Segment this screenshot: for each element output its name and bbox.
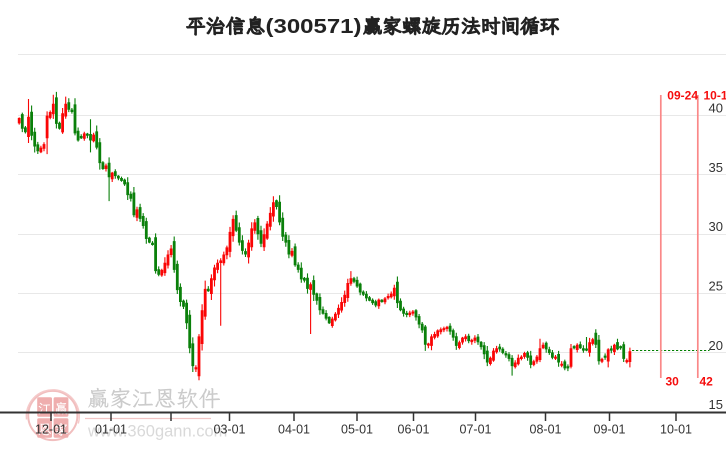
svg-text:(300571): (300571) bbox=[266, 16, 362, 38]
svg-text:40: 40 bbox=[709, 100, 723, 115]
svg-text:42: 42 bbox=[700, 375, 714, 389]
svg-text:01-01: 01-01 bbox=[95, 423, 127, 437]
svg-text:20: 20 bbox=[709, 338, 723, 353]
svg-text:03-01: 03-01 bbox=[214, 423, 246, 437]
svg-text:04-01: 04-01 bbox=[278, 423, 310, 437]
svg-text:09-24: 09-24 bbox=[667, 89, 698, 103]
svg-text:05-01: 05-01 bbox=[341, 423, 373, 437]
svg-text:15: 15 bbox=[709, 397, 723, 412]
svg-text:06-01: 06-01 bbox=[398, 423, 430, 437]
svg-text:08-01: 08-01 bbox=[530, 423, 562, 437]
svg-text:12-01: 12-01 bbox=[35, 423, 67, 437]
svg-text:10-01: 10-01 bbox=[660, 423, 692, 437]
svg-text:35: 35 bbox=[709, 160, 723, 175]
svg-text:25: 25 bbox=[709, 279, 723, 294]
svg-text:07-01: 07-01 bbox=[460, 423, 492, 437]
svg-text:30: 30 bbox=[709, 219, 723, 234]
svg-text:09-01: 09-01 bbox=[594, 423, 626, 437]
svg-text:30: 30 bbox=[666, 375, 680, 389]
